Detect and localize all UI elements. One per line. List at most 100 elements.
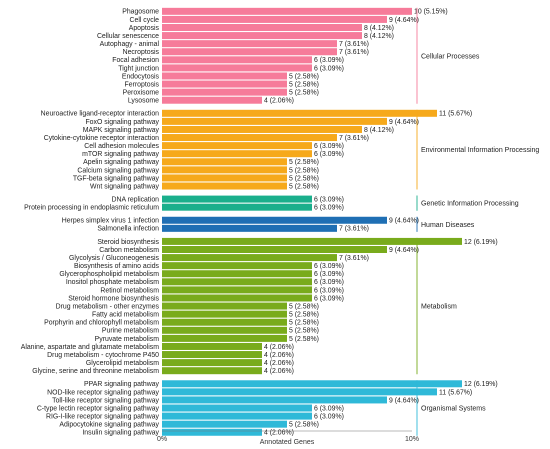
value-label: 5 (2.58%) [289,167,319,174]
bar [162,150,312,158]
category-label: TGF-beta signaling pathway [73,175,160,182]
value-label: 6 (3.09%) [314,197,344,204]
group-label: Organismal Systems [421,406,486,413]
category-label: Tight junction [118,65,159,72]
value-label: 4 (2.06%) [264,344,294,351]
bar [162,166,287,174]
bar [162,380,462,388]
bar [162,216,387,224]
bar [162,80,287,88]
category-label: Adipocytokine signaling pathway [59,422,159,429]
category-label: Inositol phosphate metabolism [66,279,159,286]
value-label: 5 (2.58%) [289,328,319,335]
bar [162,174,287,182]
category-label: Cytokine-cytokine receptor interaction [44,135,159,142]
value-label: 5 (2.58%) [289,81,319,88]
category-label: Glycolysis / Gluconeogenesis [69,255,160,262]
bar [162,125,362,133]
value-label: 4 (2.06%) [264,430,294,437]
value-label: 5 (2.58%) [289,312,319,319]
bar [162,15,387,23]
category-label: Peroxisome [123,90,160,97]
value-label: 12 (6.19%) [464,239,498,246]
category-label: Purine metabolism [102,328,159,335]
value-label: 8 (4.12%) [364,33,394,40]
bar [162,294,312,302]
category-label: Autophagy - animal [100,41,160,48]
value-label: 7 (3.61%) [339,49,369,56]
category-label: Cellular senescence [97,33,159,40]
group-label: Cellular Processes [421,53,480,60]
group-label: Genetic Information Processing [421,201,519,208]
category-label: Phagosome [122,9,159,16]
category-label: Salmonella infection [97,226,159,233]
category-label: Herpes simplex virus 1 infection [62,218,159,225]
bar [162,134,337,142]
value-label: 5 (2.58%) [289,90,319,97]
bar [162,334,287,342]
x-axis-title: Annotated Genes [260,439,315,446]
bar [162,342,262,350]
value-label: 5 (2.58%) [289,336,319,343]
bar [162,72,287,80]
bar [162,262,312,270]
category-label: Focal adhesion [112,57,159,64]
category-label: Apelin signaling pathway [83,159,159,166]
category-label: Fatty acid metabolism [92,312,159,319]
value-label: 6 (3.09%) [314,414,344,421]
category-label: Steroid biosynthesis [97,239,159,246]
category-label: Wnt signaling pathway [90,183,159,190]
category-label: MAPK signaling pathway [83,127,160,134]
category-label: Biosynthesis of amino acids [74,263,160,270]
group-label: Metabolism [421,304,457,311]
bar [162,310,287,318]
bar [162,412,312,420]
bar [162,109,437,117]
value-label: 4 (2.06%) [264,360,294,367]
category-label: Steroid hormone biosynthesis [68,295,159,302]
bar [162,96,262,104]
value-label: 7 (3.61%) [339,255,369,262]
value-label: 5 (2.58%) [289,422,319,429]
x-tick-label-0: 0% [157,436,167,443]
value-label: 6 (3.09%) [314,65,344,72]
category-label: C-type lectin receptor signaling pathway [37,405,160,412]
bar [162,56,312,64]
bar [162,224,337,232]
bar [162,396,387,404]
value-label: 8 (4.12%) [364,127,394,134]
value-label: 6 (3.09%) [314,279,344,286]
bar [162,302,287,310]
bar [162,195,312,203]
category-label: Drug metabolism - cytochrome P450 [47,352,159,359]
category-label: Glycine, serine and threonine metabolism [32,368,159,375]
group-brackets-layer: Cellular Processes Environmental Informat… [416,7,539,436]
value-label: 7 (3.61%) [339,41,369,48]
category-label: FoxO signaling pathway [85,119,159,126]
value-label: 6 (3.09%) [314,271,344,278]
bar [162,326,287,334]
category-label: Ferroptosis [125,81,160,88]
category-label: Pyruvate metabolism [95,336,160,343]
value-label: 4 (2.06%) [264,368,294,375]
bar [162,278,312,286]
bar [162,237,462,245]
category-label: Cell cycle [130,17,160,24]
value-label: 9 (4.64%) [389,218,419,225]
value-label: 9 (4.64%) [389,119,419,126]
value-label: 6 (3.09%) [314,287,344,294]
bar [162,270,312,278]
category-label: Porphyrin and chlorophyll metabolism [44,320,159,327]
category-label: Insulin signaling pathway [82,430,159,437]
value-label: 12 (6.19%) [464,381,498,388]
value-label: 5 (2.58%) [289,183,319,190]
value-label: 7 (3.61%) [339,226,369,233]
bar [162,7,412,15]
category-label: Necroptosis [123,49,160,56]
bar [162,64,312,72]
bar [162,142,312,150]
category-label: Glycerolipid metabolism [86,360,159,367]
value-label: 4 (2.06%) [264,352,294,359]
value-label: 5 (2.58%) [289,303,319,310]
